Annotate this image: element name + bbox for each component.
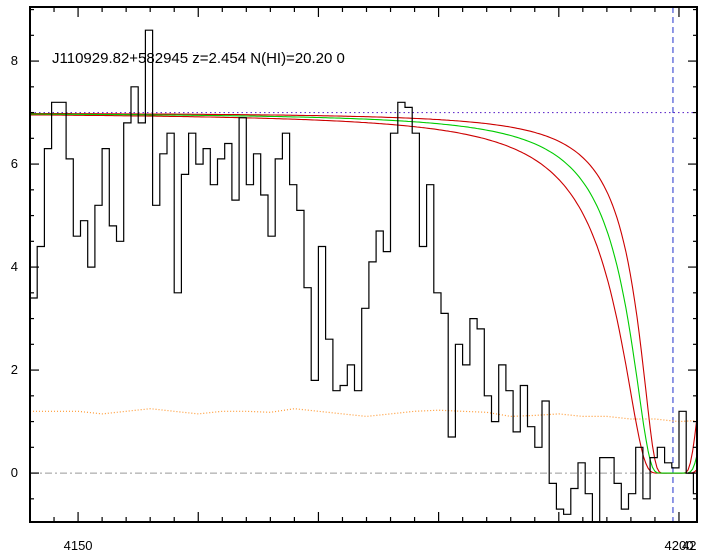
y-tick-label: 2	[11, 362, 18, 377]
plot-frame	[29, 6, 698, 523]
tick-marks	[29, 7, 697, 522]
x-tick-label: 4200	[665, 538, 694, 553]
y-tick-label: 0	[11, 465, 18, 480]
chart-title: J110929.82+582945 z=2.454 N(HI)=20.20 0	[52, 50, 345, 67]
flux-spectrum	[30, 29, 697, 522]
reference-lines	[30, 7, 697, 522]
axes-frame	[29, 6, 698, 523]
error-dotted-line	[30, 408, 697, 423]
y-tick-label: 6	[11, 156, 18, 171]
x-tick-label: 4150	[64, 538, 93, 553]
model-best-fit-curve	[30, 113, 697, 474]
y-tick-label: 4	[11, 259, 18, 274]
y-tick-label: 8	[11, 53, 18, 68]
model-upper-bound-curve	[30, 114, 697, 474]
voigt-model-curves	[30, 112, 697, 474]
x-tick-label: 42	[682, 538, 696, 553]
flux-step-line	[30, 29, 697, 522]
error-spectrum	[30, 408, 697, 423]
model-lower-bound-curve	[30, 112, 697, 474]
